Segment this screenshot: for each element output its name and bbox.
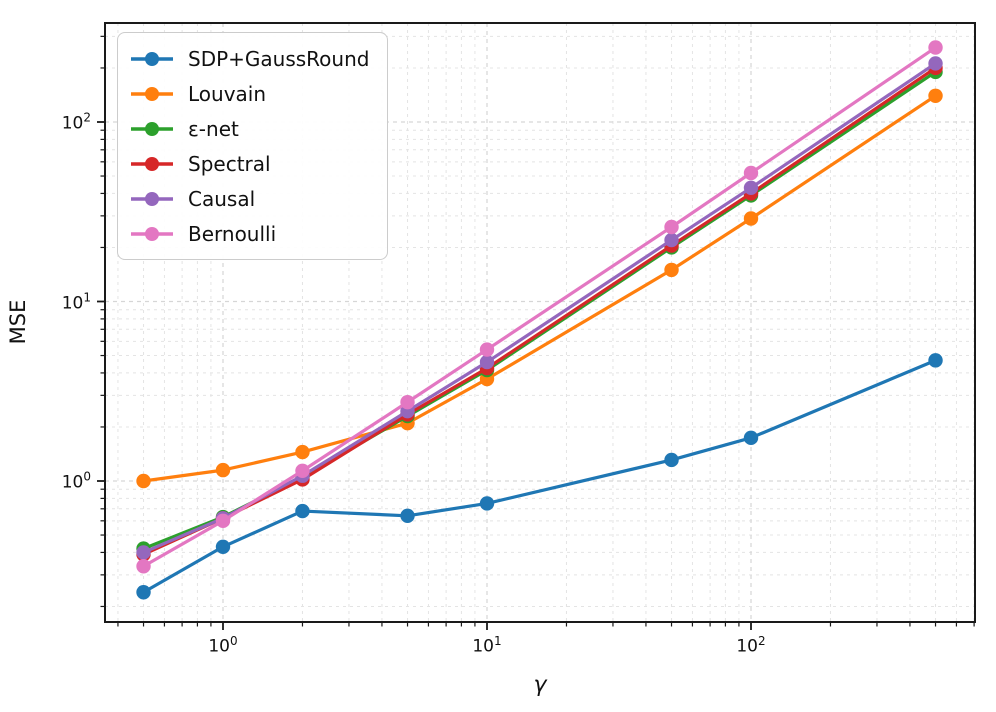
series-line-Louvain (141, 94, 938, 483)
legend-label: Bernoulli (188, 221, 277, 246)
series-marker-Bernoulli (479, 342, 495, 357)
legend-label: ε-net (188, 116, 239, 141)
series-marker-Causal (664, 232, 679, 248)
series-marker-Louvain (664, 262, 679, 278)
series-marker-Bernoulli (743, 165, 759, 181)
legend-item-Louvain: Louvain (130, 76, 369, 111)
series-marker-Bernoulli (664, 219, 679, 235)
legend-marker-icon (131, 51, 173, 66)
x-tick-label: 100 (208, 634, 238, 657)
legend-item-Spectral: Spectral (130, 146, 369, 181)
y-tick-label: 100 (61, 469, 91, 493)
plot-border (104, 22, 976, 623)
legend-item-Bernoulli: Bernoulli (130, 216, 369, 251)
x-tick-label: 101 (472, 634, 502, 657)
series-marker-SDP+GaussRound (215, 539, 231, 554)
series-marker-SDP+GaussRound (479, 496, 495, 511)
y-tick-label: 102 (61, 110, 91, 134)
series-marker-Louvain (928, 88, 943, 103)
series-line-Bernoulli (141, 45, 938, 568)
legend-marker-icon (131, 121, 173, 136)
series-marker-Bernoulli (928, 40, 943, 55)
legend-item-ε-net: ε-net (130, 111, 369, 146)
mask-left (0, 0, 105, 712)
series-marker-SDP+GaussRound (664, 452, 679, 468)
legend: SDP+GaussRound Louvain ε-net Spectral Causal… (117, 32, 389, 260)
series-marker-Bernoulli (215, 513, 231, 529)
mask-right (975, 0, 996, 712)
legend-label: Spectral (188, 151, 271, 176)
legend-marker-icon (131, 86, 173, 101)
legend-item-SDP+GaussRound: SDP+GaussRound (130, 41, 369, 76)
mask-top (0, 0, 996, 23)
series-marker-SDP+GaussRound (928, 353, 943, 368)
series-marker-SDP+GaussRound (400, 508, 415, 523)
x-tick-label: 102 (736, 634, 766, 657)
series-marker-Louvain (136, 473, 151, 489)
series-marker-Causal (928, 56, 943, 71)
series-marker-SDP+GaussRound (295, 503, 310, 519)
legend-label: Causal (188, 186, 256, 211)
series-marker-Causal (479, 354, 495, 370)
legend-marker-icon (131, 156, 173, 171)
series-marker-Bernoulli (295, 463, 310, 478)
series-marker-SDP+GaussRound (743, 430, 759, 446)
y-tick-label: 101 (61, 290, 91, 313)
legend-marker-icon (131, 191, 173, 206)
y-axis-label: MSE (6, 299, 30, 345)
series-marker-Louvain (295, 444, 310, 460)
series-marker-Bernoulli (136, 559, 151, 574)
legend-label: SDP+GaussRound (188, 46, 370, 71)
series-line-SDP+GaussRound (141, 358, 938, 594)
series-marker-SDP+GaussRound (136, 585, 151, 600)
legend-item-Causal: Causal (130, 181, 369, 216)
mask-bottom (0, 622, 996, 712)
series-marker-Causal (743, 180, 759, 195)
series-marker-Bernoulli (400, 394, 415, 410)
x-axis-label: γ (533, 672, 547, 698)
series-marker-Louvain (215, 462, 231, 478)
series-marker-Louvain (743, 211, 759, 226)
legend-marker-icon (131, 226, 173, 241)
legend-label: Louvain (188, 81, 267, 106)
series-marker-Causal (136, 545, 151, 560)
